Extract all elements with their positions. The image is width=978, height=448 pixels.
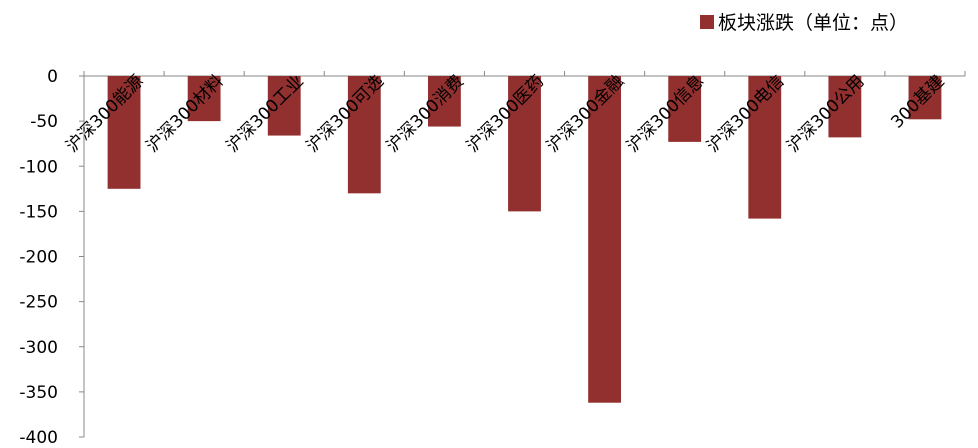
bar-series (107, 76, 942, 403)
legend-label: 板块涨跌（单位：点） (718, 12, 908, 34)
bar (508, 76, 541, 212)
y-tick-label: 0 (47, 67, 58, 87)
bar (187, 76, 221, 122)
bar (588, 76, 622, 403)
y-tick-label: -200 (19, 248, 58, 268)
bar (668, 76, 702, 142)
y-tick-label: -50 (30, 112, 58, 132)
legend: 板块涨跌（单位：点） (700, 12, 908, 34)
y-axis: 0 -50 -100 -150 -200 -250 -300 -350 -400 (19, 67, 85, 448)
y-tick-label: -400 (19, 428, 58, 448)
bar (107, 76, 141, 189)
bar (267, 76, 301, 136)
y-tick-label: -250 (19, 293, 58, 313)
y-tick-label: -350 (19, 383, 58, 403)
y-tick-label: -300 (19, 338, 58, 358)
legend-swatch (700, 15, 714, 29)
bar (427, 76, 461, 127)
y-tick-label: -150 (19, 202, 58, 222)
bar (748, 76, 782, 219)
y-tick-label: -100 (19, 157, 58, 177)
bar (828, 76, 862, 138)
bar (347, 76, 381, 194)
bar (908, 76, 942, 120)
